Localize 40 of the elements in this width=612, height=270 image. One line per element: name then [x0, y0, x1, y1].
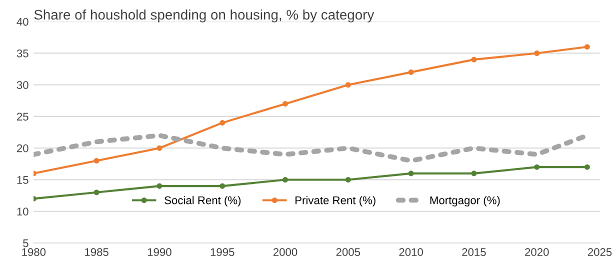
- point: [345, 82, 351, 88]
- point: [156, 183, 162, 189]
- point: [94, 158, 100, 164]
- x-tick-label: 2025: [588, 248, 612, 256]
- y-tick-label: 35: [16, 49, 28, 58]
- point: [94, 190, 100, 196]
- x-tick-label: 1995: [210, 248, 234, 256]
- y-tick-label: 10: [17, 208, 28, 216]
- point: [345, 176, 351, 183]
- x-tick-label: 2000: [273, 248, 298, 256]
- legend-label: Social Rent (%): [164, 196, 241, 206]
- y-tick-label: 40: [16, 18, 28, 26]
- point: [471, 56, 477, 62]
- point: [220, 120, 226, 126]
- point: [471, 170, 477, 176]
- x-tick-label: 1985: [85, 248, 108, 256]
- y-tick-label: 30: [16, 81, 28, 89]
- x-tick-label: 2015: [462, 248, 486, 256]
- point: [408, 69, 414, 75]
- point: [534, 50, 540, 56]
- point: [534, 164, 540, 170]
- x-tick-label: 2010: [399, 248, 423, 256]
- point: [282, 101, 288, 107]
- legend-label: Private Rent (%): [296, 196, 376, 206]
- point: [282, 176, 288, 183]
- y-tick-label: 25: [17, 112, 28, 121]
- point: [408, 170, 414, 176]
- x-tick-label: 2005: [336, 248, 360, 256]
- point: [584, 44, 590, 50]
- x-tick-label: 1980: [22, 248, 46, 256]
- point: [156, 145, 162, 151]
- y-tick-label: 20: [17, 144, 28, 152]
- point: [220, 183, 226, 189]
- point: [584, 164, 590, 170]
- y-tick-label: 15: [17, 176, 28, 184]
- x-tick-label: 1990: [148, 248, 172, 256]
- x-tick-label: 2020: [525, 248, 549, 256]
- chart-title: Share of houshold spending on housing, % by category: [34, 9, 374, 22]
- legend-label: Mortgagor (%): [430, 196, 500, 206]
- y-tick-label: 5: [23, 239, 28, 248]
